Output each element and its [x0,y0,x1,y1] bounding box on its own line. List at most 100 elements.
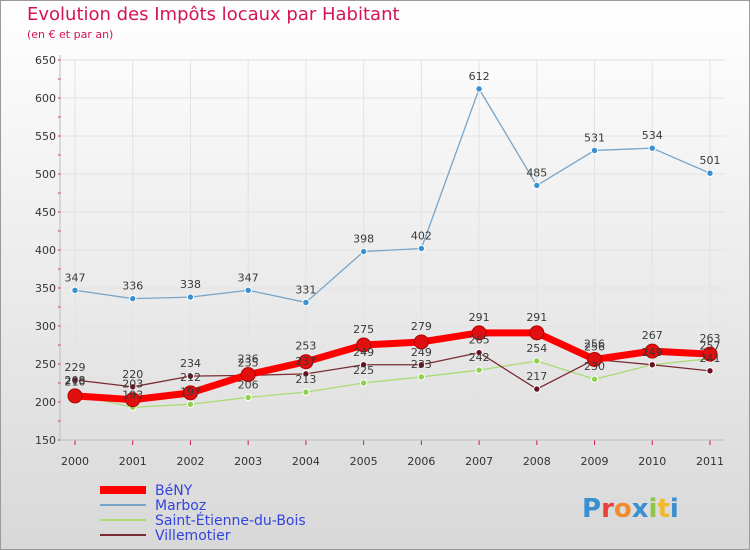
data-point [706,367,714,375]
x-tick-label: 2005 [350,455,378,468]
data-label: 213 [295,373,316,386]
y-tick-label: 600 [35,92,56,105]
data-point [533,181,541,190]
proxiti-logo: Proxiti [582,494,679,524]
data-label: 291 [526,311,547,324]
data-label: 197 [180,385,201,398]
data-point [302,388,310,396]
legend-label: BéNY [155,483,193,499]
x-tick-label: 2000 [61,455,89,468]
data-label: 257 [700,340,721,353]
data-label: 210 [65,375,86,388]
data-point [475,85,483,93]
data-label: 229 [65,361,86,374]
data-point [302,370,310,378]
data-point [240,367,256,383]
legend-label: Villemotier [155,528,231,544]
series-line-Marboz [74,88,711,304]
x-tick-label: 2009 [581,455,609,468]
data-label: 236 [238,353,259,366]
data-label: 398 [353,233,374,246]
data-label: 612 [469,70,490,83]
data-label: 253 [295,340,316,353]
data-point [417,361,426,369]
data-label: 256 [584,337,605,350]
data-label: 331 [295,283,316,296]
y-tick-label: 350 [35,282,56,295]
series-layer [67,85,718,412]
x-tick-label: 2003 [234,455,262,468]
data-label: 501 [700,154,721,167]
logo-letter: P [582,494,601,524]
data-label: 249 [411,346,432,359]
data-point [413,334,429,350]
data-label: 336 [122,280,143,293]
x-tick-label: 2007 [465,455,493,468]
data-label: 242 [469,351,490,364]
data-label: 193 [122,388,143,401]
y-tick-label: 500 [35,168,56,181]
data-point [244,286,252,294]
data-point [417,373,426,381]
data-point [71,286,79,294]
y-tick-label: 450 [35,206,56,219]
legend-label: Saint-Étienne-du-Bois [155,512,306,529]
x-tick-label: 2011 [696,455,724,468]
data-label: 265 [469,334,490,347]
data-point [702,346,718,362]
data-label: 267 [642,329,663,342]
logo-letter: t [657,494,669,524]
data-label: 203 [122,378,143,391]
y-tick-label: 400 [35,244,56,257]
data-label: 249 [642,346,663,359]
data-point [356,337,372,353]
data-label: 212 [180,371,201,384]
data-point [359,379,368,387]
y-tick-label: 650 [35,54,56,67]
x-tick-label: 2010 [638,455,666,468]
data-point [359,247,368,256]
data-label: 338 [180,278,201,291]
grid [60,59,725,441]
axes: 150 200 250 300 350 400 450 500 550 600 650 2000 200… [35,54,725,468]
data-point [359,361,368,369]
data-point [590,146,599,155]
logo-text: Proxiti [582,494,679,524]
data-point [706,169,714,177]
x-tick-label: 2002 [176,455,204,468]
data-point [302,298,310,307]
logo-letter: r [601,494,614,524]
y-tick-label: 550 [35,130,56,143]
data-label: 208 [65,374,86,387]
data-point [182,385,198,401]
data-label: 249 [353,346,374,359]
y-tick-label: 250 [35,358,56,371]
data-point [475,348,483,357]
data-point [587,351,603,367]
x-tick-label: 2006 [407,455,435,468]
data-point [475,366,483,374]
x-tick-label: 2004 [292,455,320,468]
logo-letter: i [649,494,658,524]
data-point [417,244,426,253]
chart-title: Evolution des Impôts locaux par Habitant [27,4,400,25]
data-label: 256 [584,340,605,353]
data-label: 347 [238,271,259,284]
data-point [186,372,195,380]
data-label: 237 [295,355,316,368]
data-label: 347 [65,271,86,284]
data-label: 220 [122,368,143,381]
y-tick-label: 300 [35,320,56,333]
data-label: 534 [642,129,663,142]
data-point [644,343,660,359]
data-label: 225 [353,364,374,377]
data-label: 233 [411,358,432,371]
data-label: 234 [180,357,201,370]
data-point [125,392,141,408]
legend: BéNYMarbozSaint-Étienne-du-BoisVillemoti… [100,483,306,544]
data-point [590,375,599,383]
data-point [186,293,195,301]
data-point [129,294,137,303]
